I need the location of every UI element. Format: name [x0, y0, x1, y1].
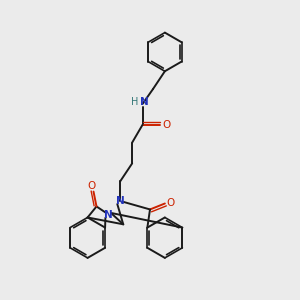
Text: N: N	[104, 210, 113, 220]
Text: O: O	[162, 120, 170, 130]
Text: O: O	[167, 199, 175, 208]
Text: O: O	[87, 181, 95, 191]
Text: N: N	[116, 196, 125, 206]
Text: N: N	[140, 98, 148, 107]
Text: H: H	[130, 98, 138, 107]
